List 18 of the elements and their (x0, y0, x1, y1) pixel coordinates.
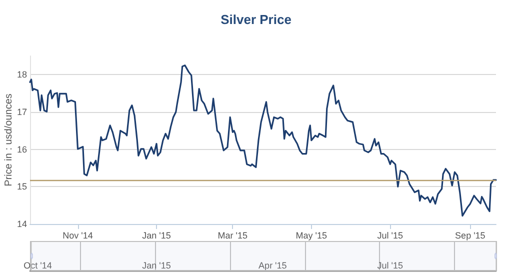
chart-title: Silver Price (220, 12, 292, 27)
y-tick-label: 14 (16, 219, 27, 229)
x-tick-label: Jul '15 (377, 230, 404, 240)
y-tick-label: 17 (16, 107, 27, 117)
x2-tick-label: Jul '15 (377, 260, 404, 270)
y-axis-title: Price in : usd/ounces (4, 94, 14, 186)
x-tick-label: Nov '14 (62, 230, 93, 240)
x-tick-label: Jan '15 (142, 230, 171, 240)
x2-tick-label: Oct '14 (24, 260, 52, 270)
y-tick-label: 18 (16, 70, 27, 80)
x-tick-label: May '15 (296, 230, 328, 240)
x-tick-label: Mar '15 (218, 230, 248, 240)
x-tick-label: Sep '15 (455, 230, 486, 240)
line-series (29, 64, 497, 217)
y-tick-label: 15 (16, 182, 27, 192)
x2-tick-label: Jan '15 (142, 260, 171, 270)
y-tick-label: 16 (16, 144, 27, 154)
x2-tick-label: Apr '15 (258, 260, 287, 270)
